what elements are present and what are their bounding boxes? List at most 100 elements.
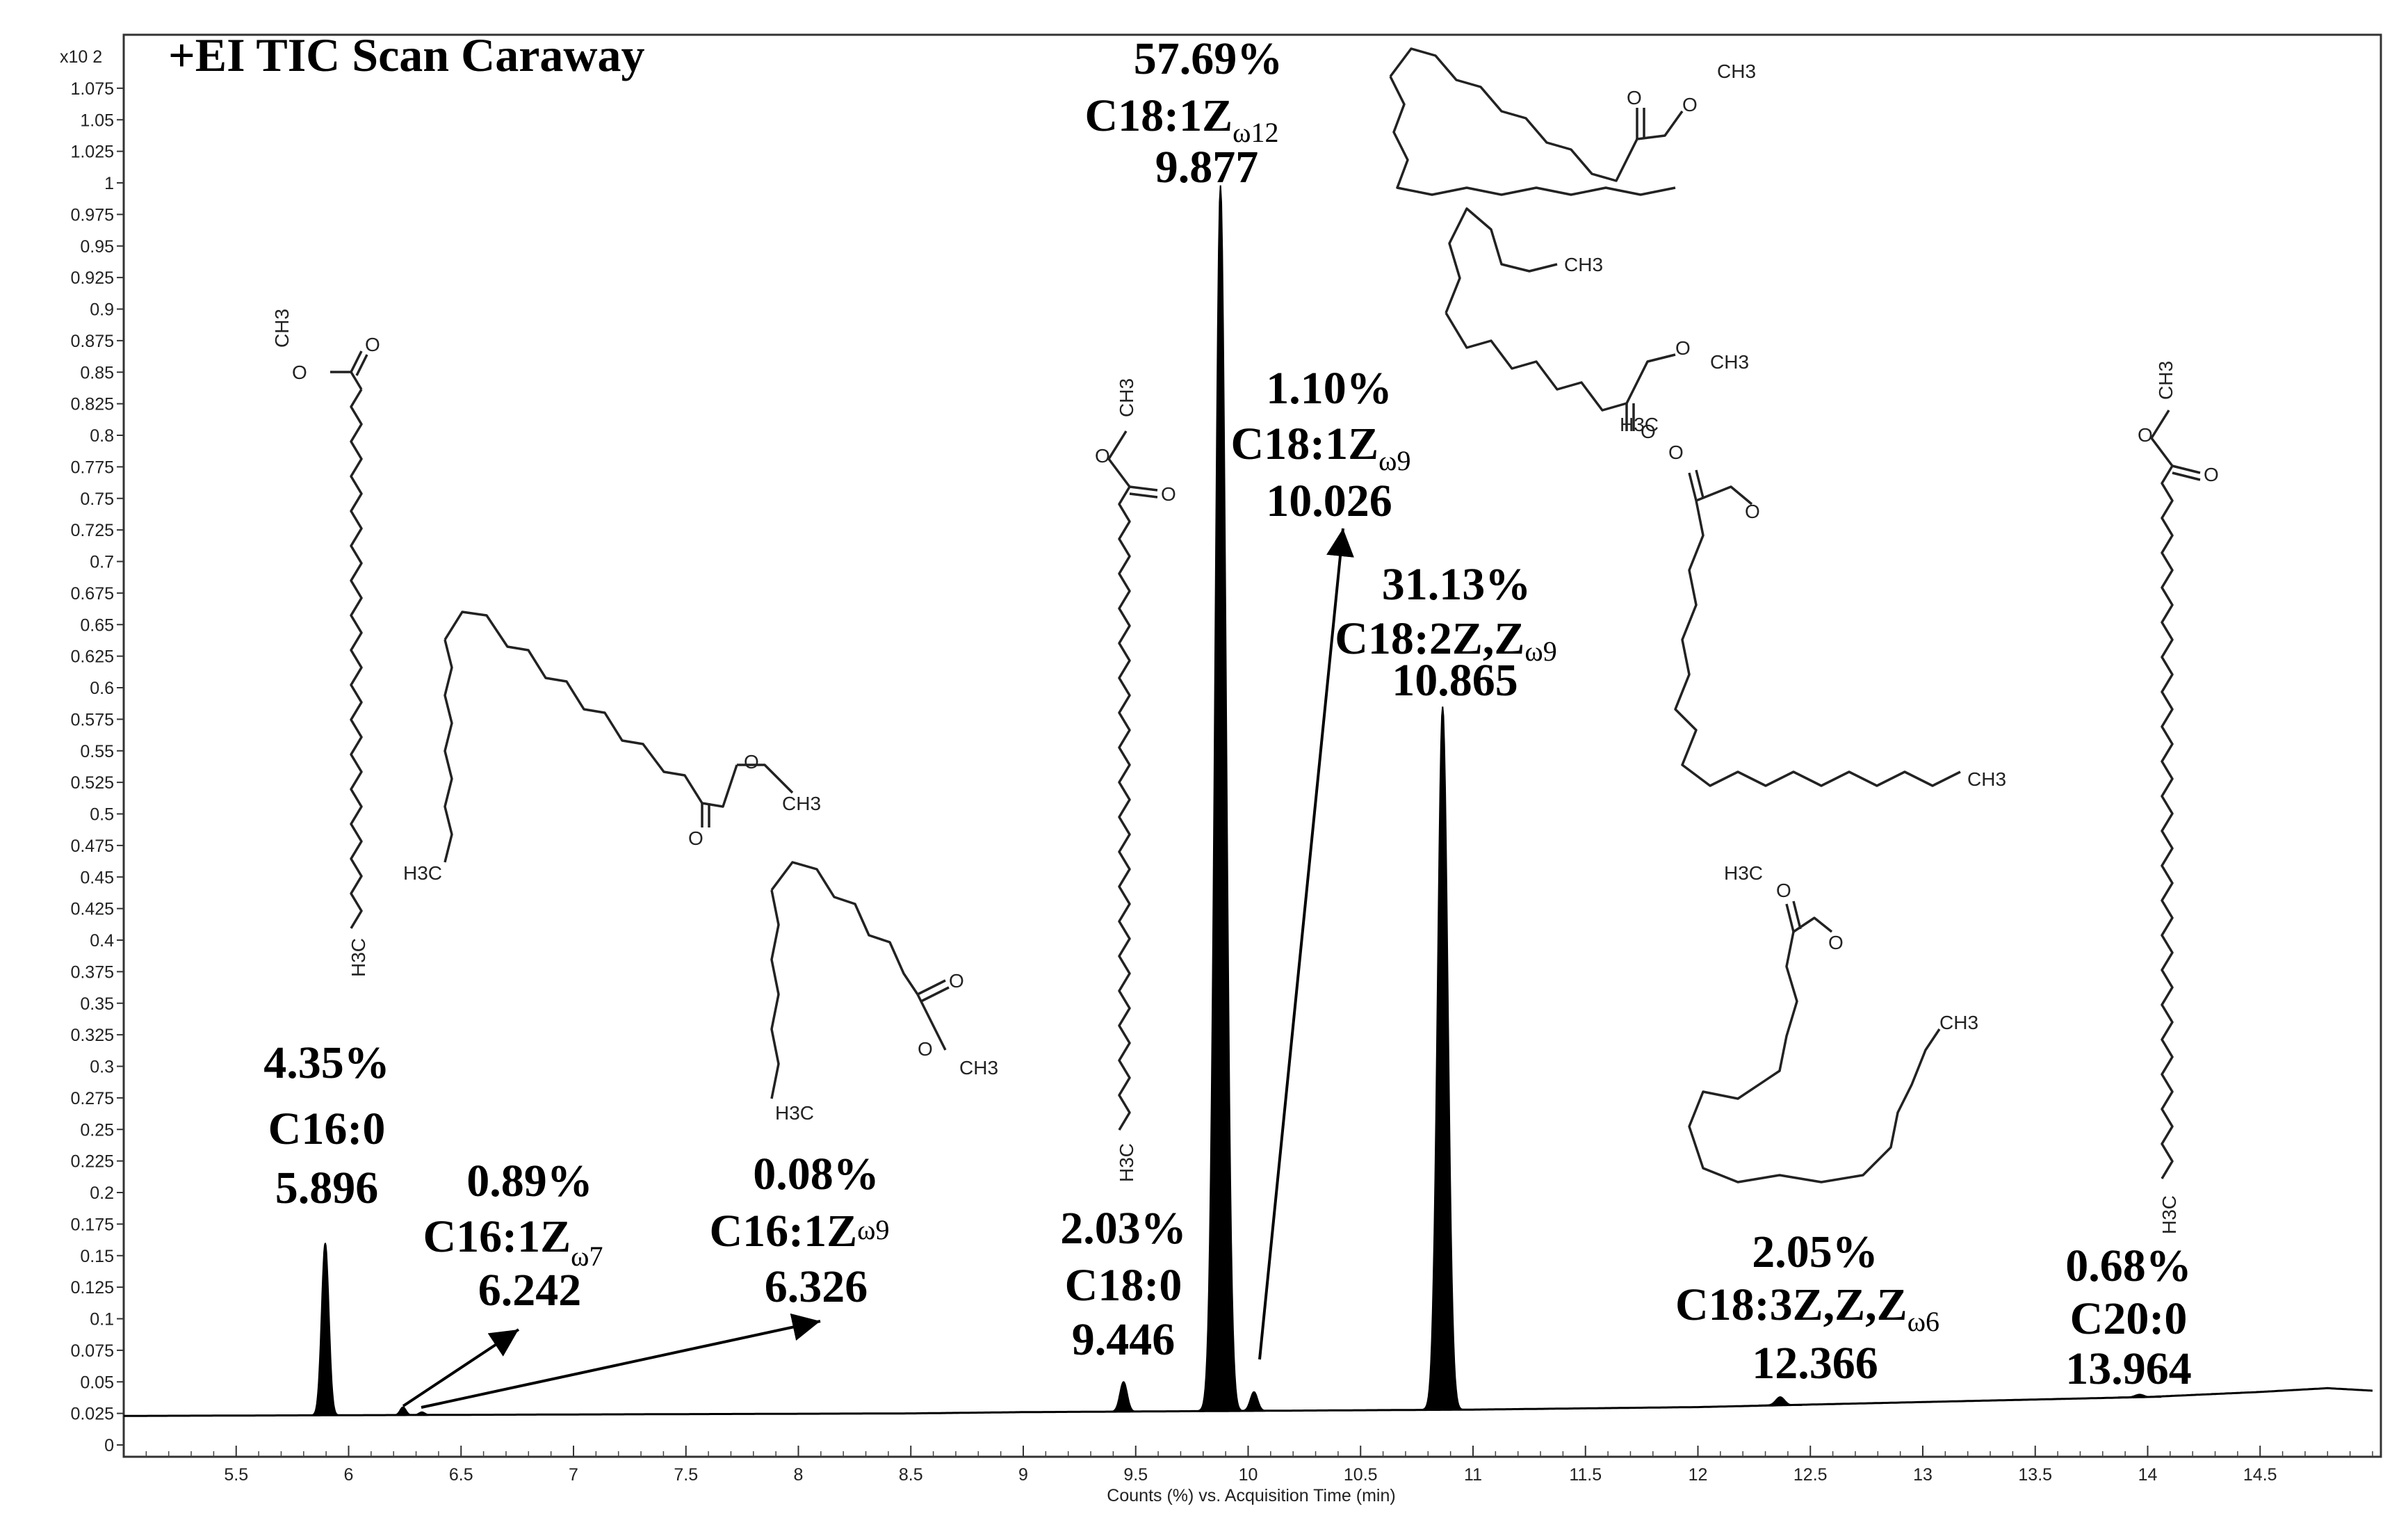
x-tick-label: 12 <box>1689 1465 1708 1485</box>
annotation-c18-0: 2.03% C18:0 9.446 <box>1060 1203 1187 1365</box>
atom-label: CH3 <box>1564 254 1603 275</box>
annotation-name-main: C18:2Z,Z <box>1335 613 1524 664</box>
atom-label: H3C <box>775 1102 814 1124</box>
annotation-subscript: ω9 <box>1524 636 1556 667</box>
atom-label: O <box>1776 880 1791 901</box>
atom-label: O <box>1161 483 1176 505</box>
annotation-rt: 6.326 <box>765 1261 868 1312</box>
arrow-c18-1-w9 <box>1258 528 1354 1360</box>
atom-label: H3C <box>403 862 442 884</box>
annotation-subscript: ω9 <box>1378 445 1410 476</box>
chart-title: +EI TIC Scan Caraway <box>168 29 644 81</box>
x-tick-label: 10.5 <box>1344 1465 1378 1485</box>
annotation-name: C20:0 <box>2070 1293 2188 1344</box>
x-tick-label: 8 <box>794 1465 804 1485</box>
annotation-name-main: C16:1Z <box>423 1211 571 1262</box>
annotation-percent: 0.89% <box>466 1156 593 1206</box>
y-tick-label: 0.125 <box>70 1278 114 1298</box>
annotation-percent: 2.05% <box>1752 1227 1878 1277</box>
y-tick-label: 0.275 <box>70 1089 114 1108</box>
annotation-rt: 10.026 <box>1266 476 1392 526</box>
x-tick-label: 7 <box>569 1465 578 1485</box>
y-tick-label: 0.05 <box>80 1373 114 1392</box>
x-tick-label: 14 <box>2138 1465 2158 1485</box>
y-tick-label: 0.65 <box>80 615 114 635</box>
x-tick-label: 10 <box>1239 1465 1258 1485</box>
atom-label: O <box>1641 421 1656 442</box>
y-tick-label: 0.575 <box>70 710 114 729</box>
annotation-subscript: ω12 <box>1233 117 1278 148</box>
annotation-percent: 4.35% <box>263 1037 390 1088</box>
atom-label: O <box>918 1038 933 1060</box>
annotation-subscript: ω7 <box>571 1241 603 1272</box>
arrow-c16-1-w9 <box>421 1313 821 1409</box>
atom-label: H3C <box>1620 414 1659 435</box>
atom-label: CH3 <box>271 309 293 348</box>
annotation-name: C18:0 <box>1065 1260 1182 1311</box>
x-tick-label: 14.5 <box>2243 1465 2277 1485</box>
y-tick-label: 0.6 <box>90 679 114 698</box>
annotation-name-main: C18:3Z,Z,Z <box>1675 1279 1907 1330</box>
annotation-c18-3: 2.05% C18:3Z,Z,Zω6 12.366 <box>1675 1227 1939 1389</box>
annotation-name: C18:1Zω12 <box>1085 90 1279 148</box>
structure-c18-1-w12: O O CH3 <box>1389 47 1756 196</box>
y-tick-label: 0.625 <box>70 647 114 667</box>
atom-label: H3C <box>348 938 369 977</box>
atom-label: H3C <box>1116 1143 1137 1182</box>
y-tick-label: 0.25 <box>80 1120 114 1140</box>
annotation-percent: 2.03% <box>1060 1203 1187 1254</box>
annotation-name: C18:3Z,Z,Zω6 <box>1675 1279 1939 1337</box>
y-tick-label: 1.025 <box>70 143 114 162</box>
y-tick-label: 0.225 <box>70 1152 114 1172</box>
y-tick-label: 0.875 <box>70 332 114 351</box>
x-axis: 5.5 6 6.5 7 7.5 8 8.5 9 9.5 10 10.5 11 11.5 12 12.5 13 1… <box>145 1446 2373 1485</box>
y-tick-label: 1.075 <box>70 79 114 99</box>
annotation-percent: 57.69% <box>1134 33 1283 84</box>
annotation-name-main: C16:1Z <box>710 1206 858 1257</box>
y-tick-label: 0.35 <box>80 994 114 1014</box>
annotation-name-main: C18:1Z <box>1085 90 1233 141</box>
y-tick-label: 0.075 <box>70 1341 114 1361</box>
structure-c18-0: O O CH3 H3C <box>1095 378 1176 1182</box>
y-tick-label: 0.025 <box>70 1405 114 1424</box>
atom-label: O <box>949 970 964 992</box>
peak-8 <box>2117 1393 2161 1398</box>
x-tick-label: 13.5 <box>2018 1465 2052 1485</box>
x-tick-label: 5.5 <box>224 1465 248 1485</box>
annotation-c18-1-w12: 57.69% C18:1Zω12 9.877 <box>1085 33 1283 193</box>
y-tick-label: 0.725 <box>70 521 114 540</box>
y-tick-label: 0.525 <box>70 773 114 793</box>
atom-label: H3C <box>2158 1195 2180 1234</box>
annotation-c18-2: 31.13% C18:2Z,Zω9 10.865 <box>1335 559 1557 706</box>
structure-c16-0: O O CH3 H3C <box>271 309 380 977</box>
annotation-c16-0: 4.35% C16:0 5.896 <box>263 1037 390 1213</box>
atom-label: O <box>1675 337 1691 359</box>
y-tick-label: 0.675 <box>70 584 114 604</box>
atom-label: CH3 <box>1116 378 1137 417</box>
y-tick-label: 0.925 <box>70 268 114 288</box>
atom-label: CH3 <box>1939 1012 1978 1033</box>
structure-c16-1-w7: H3C O O CH3 <box>403 611 821 884</box>
y-tick-label: 0.825 <box>70 395 114 414</box>
y-tick-label: 0.45 <box>80 868 114 887</box>
annotation-c20-0: 0.68% C20:0 13.964 <box>2065 1241 2192 1394</box>
y-tick-label: 0.15 <box>80 1247 114 1266</box>
y-tick-label: 0.425 <box>70 900 114 919</box>
annotation-percent: 0.08% <box>753 1149 879 1199</box>
x-tick-label: 6 <box>344 1465 354 1485</box>
y-tick-label: 0.975 <box>70 205 114 225</box>
structure-c20-0: O O CH3 H3C <box>2138 361 2219 1234</box>
x-tick-label: 9 <box>1018 1465 1028 1485</box>
y-tick-label: 1 <box>104 174 114 193</box>
y-multiplier: x10 2 <box>60 47 102 67</box>
x-tick-label: 11.5 <box>1569 1465 1602 1485</box>
atom-label: O <box>1745 501 1760 522</box>
annotation-c18-1-w9: 1.10% C18:1Zω9 10.026 <box>1231 363 1411 526</box>
structure-c16-1-w9: H3C O O CH3 <box>770 861 998 1124</box>
structure-c18-1-w9: O O CH3 CH3 <box>1445 207 1749 442</box>
x-tick-label: 12.5 <box>1793 1465 1828 1485</box>
annotation-name-main: C18:1Z <box>1231 419 1379 469</box>
peak-7 <box>1758 1396 1802 1406</box>
annotation-name: C16:1Zω9 <box>710 1206 890 1257</box>
